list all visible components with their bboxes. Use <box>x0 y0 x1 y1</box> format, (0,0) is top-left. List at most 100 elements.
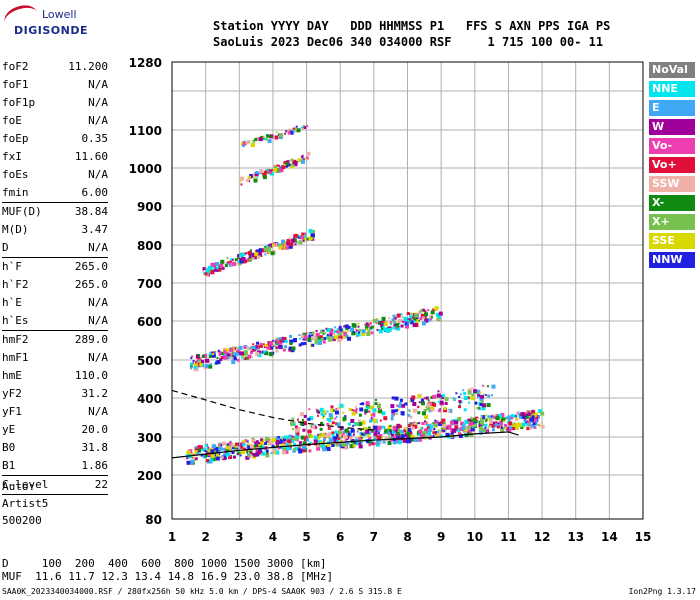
echo-point <box>376 319 379 322</box>
header-line1: Station YYYY DAY DDD HHMMSS P1 FFS S AXN… <box>213 19 611 33</box>
y-tick-label: 700 <box>137 277 162 291</box>
echo-point <box>380 436 383 439</box>
echo-point <box>398 404 402 408</box>
param-value: N/A <box>88 405 108 418</box>
echo-point <box>254 345 258 349</box>
echo-point <box>340 431 345 436</box>
echo-point <box>304 235 307 238</box>
echo-point <box>263 137 266 140</box>
echo-point <box>263 351 266 354</box>
echo-point <box>308 334 312 338</box>
echo-point <box>387 327 392 332</box>
echo-point <box>376 427 381 432</box>
echo-point <box>480 400 484 404</box>
echo-point <box>381 316 386 321</box>
echo-point <box>302 428 306 432</box>
echo-point <box>231 258 234 261</box>
echo-point <box>468 422 473 427</box>
echo-point <box>442 427 446 431</box>
echo-point <box>403 435 406 438</box>
x-tick-label: 1 <box>168 530 176 544</box>
echo-point <box>226 257 229 260</box>
echo-point <box>353 433 356 436</box>
echo-point <box>265 169 269 173</box>
param-name: C-level <box>2 478 49 491</box>
echo-point <box>484 423 488 427</box>
echo-point <box>277 133 280 136</box>
echo-point <box>371 412 376 417</box>
legend-entry: X+ <box>649 214 695 230</box>
echo-point <box>368 443 372 447</box>
echo-point <box>436 393 441 398</box>
echo-point <box>313 435 318 440</box>
echo-point <box>424 318 429 323</box>
echo-point <box>370 331 374 335</box>
echo-point <box>193 366 197 370</box>
echo-point <box>464 425 468 429</box>
echo-point <box>393 321 397 325</box>
echo-point <box>203 353 208 358</box>
echo-point <box>371 442 375 446</box>
echo-point <box>264 170 268 174</box>
echo-point <box>315 338 319 342</box>
echo-point <box>279 339 283 343</box>
echo-point <box>373 425 378 430</box>
echo-point <box>267 134 271 138</box>
echo-point <box>377 432 380 435</box>
echo-point <box>410 434 415 439</box>
param-row: yF1 N/A <box>2 403 108 421</box>
echo-point <box>358 444 363 449</box>
echo-point <box>236 262 239 265</box>
echo-point <box>518 415 522 419</box>
echo-point <box>255 170 259 174</box>
echo-point <box>293 160 298 165</box>
echo-point <box>421 308 425 312</box>
param-name: h`E <box>2 296 22 309</box>
echo-point <box>298 236 301 239</box>
echo-point <box>441 394 445 398</box>
echo-point <box>227 261 230 264</box>
echo-point <box>301 342 305 346</box>
echo-point <box>324 434 328 438</box>
echo-point <box>372 429 375 432</box>
echo-point <box>275 346 278 349</box>
echo-point <box>258 443 262 447</box>
param-value: 3.47 <box>81 223 109 236</box>
echo-point <box>259 169 264 174</box>
echo-point <box>294 425 298 429</box>
echo-point <box>408 409 411 412</box>
echo-point <box>451 428 456 433</box>
echo-point <box>264 351 269 356</box>
echo-point <box>302 449 306 453</box>
echo-point <box>374 442 377 445</box>
echo-point <box>273 165 277 169</box>
muf-row: MUF 11.6 11.7 12.3 13.4 14.8 16.9 23.0 3… <box>2 570 334 583</box>
param-name: D <box>2 241 9 254</box>
echo-point <box>411 395 416 400</box>
echo-point <box>292 437 296 441</box>
echo-point <box>375 442 380 447</box>
echo-point <box>389 439 392 442</box>
echo-point <box>414 316 419 321</box>
echo-point <box>408 434 412 438</box>
echo-point <box>234 445 237 448</box>
echo-point <box>253 178 258 183</box>
echo-point <box>293 421 296 424</box>
echo-point <box>508 421 513 426</box>
echo-point <box>396 435 401 440</box>
echo-point <box>214 447 219 452</box>
echo-point <box>329 427 332 430</box>
echo-point <box>260 438 264 442</box>
echo-point <box>482 424 485 427</box>
echo-point <box>280 443 284 447</box>
echo-point <box>437 409 441 413</box>
echo-point <box>302 239 305 242</box>
echo-point <box>532 422 536 426</box>
echo-point <box>419 393 422 396</box>
echo-point <box>470 396 475 401</box>
echo-point <box>277 345 281 349</box>
echo-point <box>275 440 280 445</box>
echo-point <box>248 253 253 258</box>
echo-point <box>393 326 397 330</box>
echo-point <box>352 444 356 448</box>
